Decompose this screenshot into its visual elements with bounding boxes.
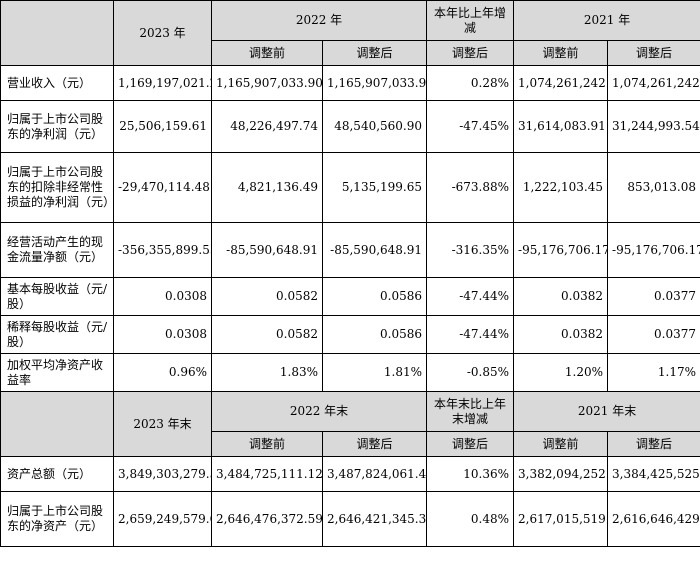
table-row: 加权平均净资产收益率 0.96% 1.83% 1.81% -0.85% 1.20… [0,353,700,392]
cell-2022-after: 3,487,824,061.43 [321,456,428,492]
header2-2021: 2021 年末 [513,391,700,432]
cell-change: -673.88% [426,152,515,223]
table-row: 归属于上市公司股东的扣除非经常性损益的净利润（元） -29,470,114.48… [0,152,700,223]
cell-2021-before: 31,614,083.91 [513,100,609,153]
header2-change-after: 调整后 [426,431,515,457]
header2-change: 本年末比上年末增减 [426,391,515,432]
header-2021: 2021 年 [513,0,700,41]
cell-change: -47.45% [426,100,515,153]
header-2022-after: 调整后 [321,40,428,66]
cell-change: -47.44% [426,315,515,354]
cell-2021-before: 0.0382 [513,315,609,354]
row-label: 稀释每股收益（元/股） [0,315,114,354]
row-label: 加权平均净资产收益率 [0,353,114,392]
table-row: 资产总额（元） 3,849,303,279.59 3,484,725,111.1… [0,456,700,492]
cell-2021-before: 2,617,015,519.90 [513,491,609,547]
cell-2021-after: 3,384,425,525.34 [607,456,700,492]
header-change: 本年比上年增减 [426,0,515,41]
header-2021-after: 调整后 [607,40,700,66]
header-2022: 2022 年 [210,0,428,41]
cell-2023: 0.0308 [113,277,212,316]
row-label: 经营活动产生的现金流量净额（元） [0,222,114,278]
cell-2023: 0.96% [113,353,212,392]
cell-2021-after: 0.0377 [607,277,700,316]
cell-2021-before: 1,222,103.45 [513,152,609,223]
cell-2021-after: 853,013.08 [607,152,700,223]
table-row: 经营活动产生的现金流量净额（元） -356,355,899.55 -85,590… [0,222,700,278]
cell-2022-after: 5,135,199.65 [321,152,428,223]
cell-2021-after: 1.17% [607,353,700,392]
cell-change: -0.85% [426,353,515,392]
cell-2021-before: -95,176,706.17 [513,222,609,278]
cell-2023: 2,659,249,579.65 [113,491,212,547]
cell-change: -316.35% [426,222,515,278]
cell-2022-after: 48,540,560.90 [321,100,428,153]
header2-2022-after: 调整后 [321,431,428,457]
row-label: 归属于上市公司股东的扣除非经常性损益的净利润（元） [0,152,114,223]
cell-2022-before: 4,821,136.49 [211,152,323,223]
header-change-after: 调整后 [426,40,515,66]
cell-2022-after: 0.0586 [321,315,428,354]
cell-2021-after: 0.0377 [607,315,700,354]
cell-2021-before: 0.0382 [513,277,609,316]
header2-corner-cell [0,391,114,457]
cell-2022-after: 1,165,907,033.90 [321,65,428,101]
cell-2022-before: 0.0582 [211,315,323,354]
row-label: 基本每股收益（元/股） [0,277,114,316]
cell-2021-before: 1.20% [513,353,609,392]
table-row: 归属于上市公司股东的净利润（元） 25,506,159.61 48,226,49… [0,100,700,153]
cell-2022-before: 2,646,476,372.59 [211,491,323,547]
cell-change: 0.28% [426,65,515,101]
cell-2022-before: 0.0582 [211,277,323,316]
table-row: 归属于上市公司股东的净资产（元） 2,659,249,579.65 2,646,… [0,491,700,547]
cell-2021-before: 3,382,094,252.82 [513,456,609,492]
cell-2022-before: 48,226,497.74 [211,100,323,153]
header2-2022: 2022 年末 [210,391,428,432]
row-label: 归属于上市公司股东的净利润（元） [0,100,114,153]
header-corner-cell [0,0,114,66]
cell-2022-before: 3,484,725,111.12 [211,456,323,492]
cell-2022-after: 1.81% [321,353,428,392]
cell-2022-before: 1,165,907,033.90 [211,65,323,101]
cell-2021-after: 2,616,646,429.53 [607,491,700,547]
header2-2021-before: 调整前 [513,431,609,457]
header2-2022-before: 调整前 [211,431,323,457]
row-label: 归属于上市公司股东的净资产（元） [0,491,114,547]
cell-change: 0.48% [426,491,515,547]
header2-2023: 2023 年末 [113,391,212,457]
cell-change: 10.36% [426,456,515,492]
table-row: 营业收入（元） 1,169,197,021.26 1,165,907,033.9… [0,65,700,101]
row-label: 资产总额（元） [0,456,114,492]
cell-2022-before: 1.83% [211,353,323,392]
cell-2021-after: 31,244,993.54 [607,100,700,153]
cell-2022-after: -85,590,648.91 [321,222,428,278]
row-label: 营业收入（元） [0,65,114,101]
cell-2021-before: 1,074,261,242.06 [513,65,609,101]
cell-2021-after: -95,176,706.17 [607,222,700,278]
cell-2023: -356,355,899.55 [113,222,212,278]
header-2023: 2023 年 [113,0,212,66]
cell-2023: 0.0308 [113,315,212,354]
cell-2022-after: 0.0586 [321,277,428,316]
header-2022-before: 调整前 [211,40,323,66]
header2-2021-after: 调整后 [607,431,700,457]
cell-2023: 3,849,303,279.59 [113,456,212,492]
cell-2023: 25,506,159.61 [113,100,212,153]
financial-table: 2023 年 2022 年 本年比上年增减 2021 年 调整前 调整后 调整后… [0,0,700,547]
table-row: 稀释每股收益（元/股） 0.0308 0.0582 0.0586 -47.44%… [0,315,700,354]
cell-2023: -29,470,114.48 [113,152,212,223]
cell-2023: 1,169,197,021.26 [113,65,212,101]
cell-2022-before: -85,590,648.91 [211,222,323,278]
table-row: 基本每股收益（元/股） 0.0308 0.0582 0.0586 -47.44%… [0,277,700,316]
header-2021-before: 调整前 [513,40,609,66]
cell-change: -47.44% [426,277,515,316]
cell-2021-after: 1,074,261,242.06 [607,65,700,101]
cell-2022-after: 2,646,421,345.38 [321,491,428,547]
